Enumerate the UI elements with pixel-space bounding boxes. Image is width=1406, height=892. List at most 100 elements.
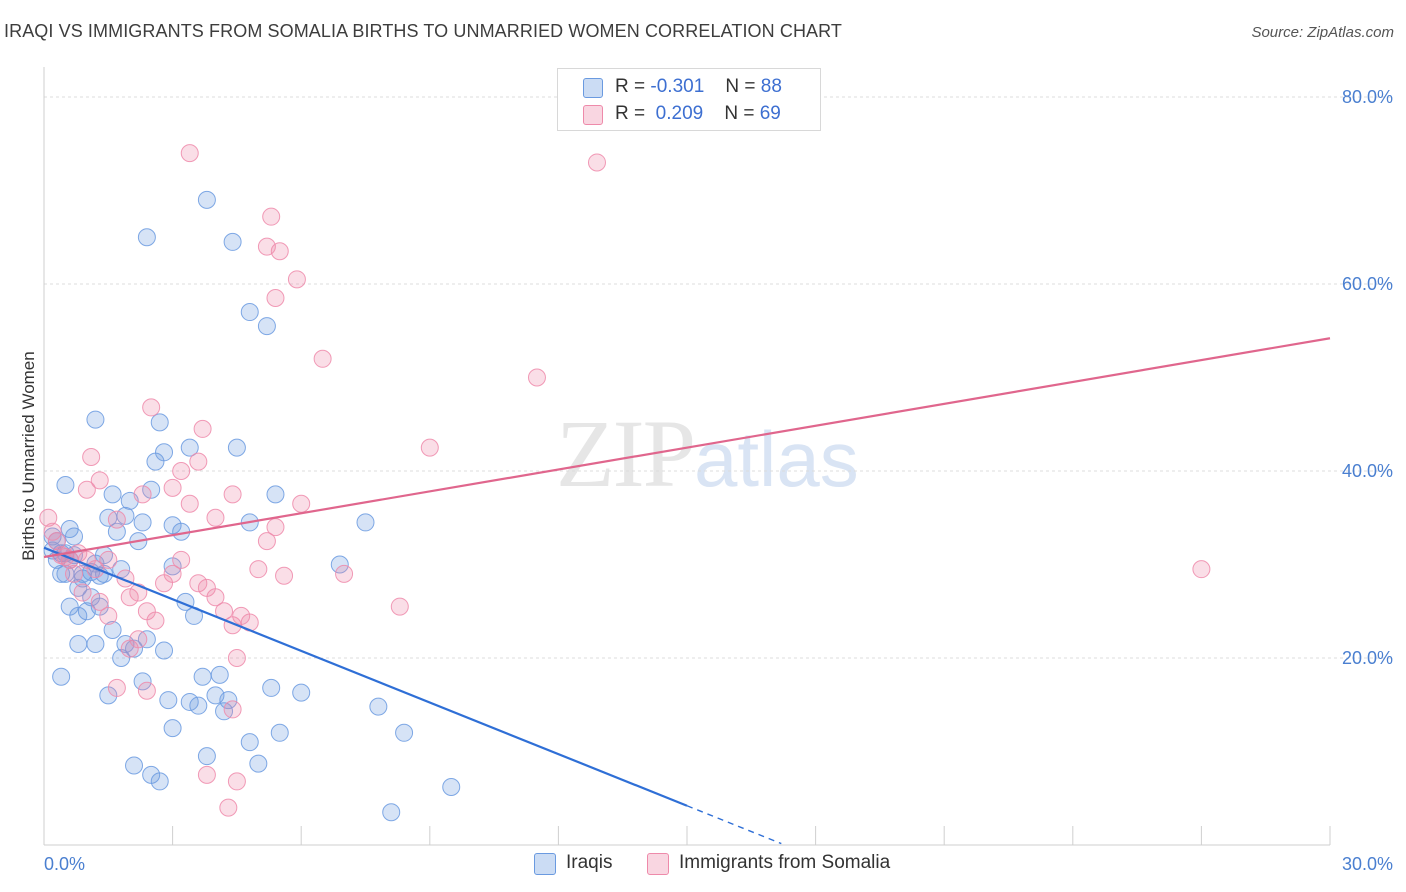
bottom-swatch-somalia <box>647 853 669 875</box>
bottom-label-iraqis: Iraqis <box>566 852 613 873</box>
point-somalia <box>133 485 152 504</box>
tick-labels: 20.0% 40.0% 60.0% 80.0% 0.0% 30.0% Births to U… <box>19 87 1393 874</box>
point-somalia <box>227 649 246 667</box>
point-somalia <box>90 592 109 611</box>
point-somalia <box>120 588 139 607</box>
point-somalia <box>313 349 332 368</box>
point-somalia <box>47 532 66 551</box>
point-iraqis <box>155 443 174 462</box>
watermark-zip: ZIP <box>556 400 696 507</box>
point-iraqis <box>292 683 311 702</box>
point-iraqis <box>86 634 105 653</box>
point-iraqis <box>137 228 156 247</box>
point-somalia <box>257 532 276 551</box>
r-value: -0.301 <box>650 76 705 97</box>
point-somalia <box>65 564 84 583</box>
point-somalia <box>129 630 148 649</box>
point-iraqis <box>86 410 105 429</box>
y-tick-label: 60.0% <box>1342 274 1393 294</box>
trendline-somalia <box>43 337 1331 559</box>
r-label: R = <box>615 76 646 97</box>
legend-text-somalia: R = 0.209 N = 69 <box>615 103 781 125</box>
point-iraqis <box>180 692 199 711</box>
point-iraqis <box>150 772 169 791</box>
point-iraqis <box>125 639 144 658</box>
point-iraqis <box>60 519 79 538</box>
point-somalia <box>266 518 285 537</box>
point-iraqis <box>155 641 174 660</box>
grid <box>44 96 1392 659</box>
point-somalia <box>137 681 156 700</box>
point-somalia <box>180 494 199 513</box>
point-iraqis <box>330 555 349 574</box>
point-somalia <box>163 478 182 497</box>
point-iraqis <box>150 413 169 432</box>
y-tick-label: 20.0% <box>1342 648 1393 668</box>
point-somalia <box>193 419 212 438</box>
x-tick-label: 0.0% <box>44 854 85 874</box>
point-somalia <box>163 564 182 583</box>
point-somalia <box>527 368 546 387</box>
point-iraqis <box>133 672 152 691</box>
x-tick-label: 30.0% <box>1342 854 1393 874</box>
watermark-atlas: atlas <box>694 415 859 503</box>
point-somalia <box>223 700 242 719</box>
legend-text-iraqis: R = -0.301 N = 88 <box>615 76 782 98</box>
point-iraqis <box>206 686 225 705</box>
y-tick-label: 80.0% <box>1342 87 1393 107</box>
legend-swatch-iraqis <box>583 78 603 98</box>
trendline-iraqis <box>43 546 688 807</box>
point-iraqis <box>52 667 71 686</box>
trendline-iraqis-extension <box>686 805 782 845</box>
point-iraqis <box>262 678 281 697</box>
point-somalia <box>43 522 62 541</box>
point-somalia <box>172 462 191 480</box>
point-iraqis <box>189 696 208 715</box>
point-iraqis <box>197 747 216 766</box>
point-somalia <box>73 583 92 602</box>
point-somalia <box>172 550 191 569</box>
point-iraqis <box>249 754 268 773</box>
point-somalia <box>77 480 96 499</box>
point-iraqis <box>266 485 285 504</box>
point-somalia <box>335 564 354 583</box>
point-iraqis <box>240 303 259 322</box>
point-somalia <box>275 566 294 585</box>
point-iraqis <box>163 719 182 738</box>
point-somalia <box>287 270 306 289</box>
y-tick-label: 40.0% <box>1342 461 1393 481</box>
r-label: R = <box>615 103 646 124</box>
trend-lines <box>43 337 1331 845</box>
watermark: ZIPatlas <box>556 398 859 509</box>
point-iraqis <box>159 691 178 710</box>
r-value: 0.209 <box>655 103 704 124</box>
point-somalia <box>266 289 285 308</box>
point-iraqis <box>125 756 144 775</box>
point-iraqis <box>240 733 259 752</box>
point-somalia <box>1192 560 1211 579</box>
point-somalia <box>142 398 161 417</box>
point-somalia <box>99 606 118 625</box>
point-iraqis <box>133 513 152 532</box>
point-somalia <box>227 772 246 791</box>
axes <box>43 67 1331 846</box>
point-iraqis <box>270 723 289 742</box>
point-somalia <box>197 765 216 784</box>
point-iraqis <box>382 803 401 822</box>
point-iraqis <box>197 190 216 209</box>
n-label: N = <box>725 76 756 97</box>
point-iraqis <box>257 317 276 336</box>
point-somalia <box>257 237 276 256</box>
point-somalia <box>292 494 311 513</box>
point-iraqis <box>69 634 88 653</box>
point-iraqis <box>210 665 229 684</box>
point-somalia <box>82 447 101 466</box>
point-somalia <box>90 471 109 490</box>
point-iraqis <box>395 723 414 742</box>
point-somalia <box>219 798 238 817</box>
point-iraqis <box>180 438 199 457</box>
point-somalia <box>107 678 126 697</box>
point-somalia <box>223 485 242 504</box>
point-iraqis <box>442 778 461 797</box>
